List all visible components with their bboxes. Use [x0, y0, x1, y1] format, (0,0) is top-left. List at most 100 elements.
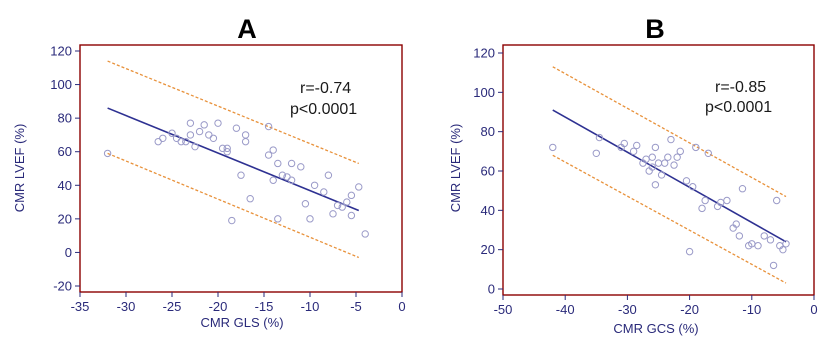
panel-b: B 0 20 40 60 80 100 120 -50 -40 -30 -20 -10 0 CMR GC… [448, 14, 818, 336]
panel-a-data-point [320, 188, 328, 196]
panel-a-x-tick-label: -15 [255, 299, 274, 314]
panel-b-data-point [685, 247, 694, 256]
panel-b-data-point [779, 245, 787, 254]
panel-a-r-value: r=-0.74 [300, 80, 351, 97]
panel-a-data-point [355, 183, 363, 191]
panel-b-data-point [549, 143, 557, 152]
panel-a-data-point [177, 137, 185, 146]
panel-b-data-point [766, 236, 775, 244]
panel-a-data-point [246, 195, 254, 203]
panel-b-label: B [645, 14, 665, 44]
panel-b-data-point [592, 149, 600, 158]
panel-a-label: A [237, 14, 257, 44]
panel-a-data-point [214, 119, 222, 127]
panel-a-data-point [329, 210, 337, 218]
panel-a-data-point [186, 131, 195, 139]
panel-a-y-tick-label: 0 [65, 245, 72, 260]
panel-a-data-point [324, 171, 333, 179]
panel-a-data-point [274, 215, 282, 223]
panel-a-x-tick-label: -25 [163, 299, 182, 314]
panel-b-data-point [667, 135, 675, 144]
panel-b-data-point [670, 161, 678, 169]
panel-a: A -20 0 20 40 60 80 100 120 -35 -30 -25 -20 -15 -10 -5… [12, 14, 406, 330]
panel-b-y-tick-label: 40 [481, 203, 495, 218]
panel-a-data-point [297, 163, 305, 171]
panel-b-data-point [735, 232, 744, 240]
panel-b-data-point [664, 153, 672, 161]
panel-b-x-tick-label: 0 [810, 302, 817, 317]
panel-a-x-tick-label: -30 [117, 299, 136, 314]
panel-b-data-point [648, 163, 656, 171]
panel-b-x-tick-label: -10 [742, 302, 761, 317]
panel-b-y-tick-label: 80 [481, 124, 495, 139]
panel-b-r-value: r=-0.85 [715, 79, 766, 96]
panel-a-y-tick-label: -20 [53, 279, 72, 294]
panel-b-data-point [682, 177, 691, 185]
panel-a-y-tick-label: 20 [58, 211, 72, 226]
panel-a-data-point [200, 121, 208, 129]
panel-a-x-axis-title: CMR GLS (%) [200, 315, 283, 330]
panel-b-data-point [676, 147, 684, 156]
panel-a-data-point [228, 216, 236, 225]
panel-b-data-point [769, 261, 778, 270]
panel-a-data-point [209, 134, 218, 142]
panel-a-data-point [269, 176, 277, 184]
panel-a-data-point [241, 131, 250, 139]
panel-b-ci-lower-line [552, 154, 787, 284]
panel-b-data-point [760, 232, 768, 240]
panel-a-data-point [343, 198, 351, 206]
panel-a-y-tick-label: 100 [50, 77, 72, 92]
panel-a-data-point [301, 200, 310, 208]
panel-b-data-point [595, 133, 604, 142]
panel-a-data-point [237, 171, 245, 179]
panel-b-ci-upper-line [552, 66, 787, 198]
panel-b-data-point [633, 141, 641, 150]
panel-a-x-tick-label: -10 [301, 299, 320, 314]
panel-b-data-point [732, 220, 740, 228]
panel-b-regression-line [552, 109, 787, 243]
panel-b-p-value: p<0.0001 [705, 99, 772, 116]
panel-b-data-point [701, 196, 709, 205]
panel-a-data-point [159, 134, 167, 142]
panel-b-y-tick-label: 0 [488, 282, 495, 297]
panel-a-data-point [264, 151, 273, 159]
panel-b-data-point [620, 139, 628, 148]
panel-b-data-point [657, 171, 666, 179]
panel-b-y-tick-label: 120 [473, 46, 495, 61]
panel-b-x-tick-label: -50 [494, 302, 513, 317]
panel-a-data-point [338, 203, 346, 211]
panel-b-data-point [723, 196, 731, 205]
panel-a-y-tick-label: 40 [58, 178, 72, 193]
panel-a-data-point [274, 159, 282, 168]
panel-b-y-tick-label: 20 [481, 242, 495, 257]
panel-a-x-tick-label: -35 [71, 299, 90, 314]
panel-b-points [549, 133, 790, 270]
panel-b-data-point [738, 185, 747, 193]
panel-a-data-point [287, 159, 296, 168]
panel-a-data-point [195, 127, 204, 136]
panel-a-data-point [223, 148, 231, 156]
panel-a-data-point [269, 146, 277, 154]
panel-b-data-point [704, 149, 712, 158]
panel-b-x-axis-title: CMR GCS (%) [613, 321, 698, 336]
panel-a-ci-upper-line [107, 60, 360, 165]
panel-b-data-point [754, 242, 762, 250]
panel-a-p-value: p<0.0001 [290, 101, 357, 118]
panel-b-data-point [651, 143, 660, 152]
panel-b-y-tick-label: 100 [473, 85, 495, 100]
panel-b-data-point [648, 153, 656, 161]
panel-a-x-tick-label: 0 [398, 299, 405, 314]
panel-a-data-point [182, 137, 190, 146]
panel-a-data-point [264, 122, 273, 131]
panel-a-data-point [278, 171, 287, 179]
panel-b-data-point [651, 181, 660, 189]
panel-a-data-point [347, 211, 356, 220]
panel-a-data-point [347, 191, 356, 200]
panel-a-regression-line [107, 107, 360, 212]
panel-a-ci-lower-line [107, 152, 360, 259]
panel-a-points [103, 119, 369, 238]
panel-a-y-tick-label: 120 [50, 44, 72, 59]
panel-b-data-point [629, 147, 638, 156]
panel-a-data-point [191, 142, 199, 151]
